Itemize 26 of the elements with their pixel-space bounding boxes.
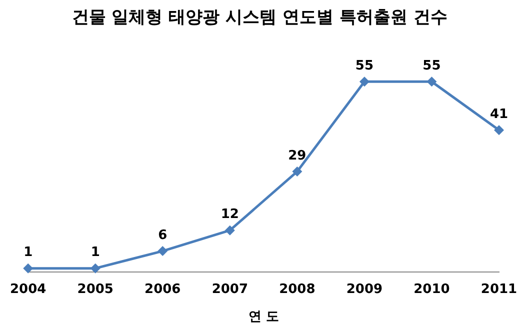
- point: [494, 125, 504, 136]
- point: [90, 263, 100, 274]
- x-tick-label: 2007: [212, 282, 248, 297]
- x-tick-label: 2006: [144, 282, 181, 297]
- x-axis-title: 연 도: [248, 310, 279, 325]
- x-tick-label: 2008: [279, 282, 316, 297]
- point: [292, 166, 302, 177]
- x-tick-label: 2011: [480, 282, 518, 297]
- data-label: 41: [490, 106, 508, 122]
- data-label: 12: [220, 207, 239, 222]
- data-label: 29: [288, 148, 306, 164]
- point: [426, 76, 437, 87]
- data-label: 6: [158, 228, 168, 243]
- data-label: 55: [355, 58, 374, 74]
- data-label: 1: [24, 245, 33, 260]
- point: [359, 76, 370, 87]
- chart-title: 건물 일체형 태양광 시스템 연도별 특허출원 건수: [72, 8, 448, 28]
- data-label: 55: [422, 58, 441, 74]
- x-tick-label: 2010: [414, 282, 450, 297]
- point: [224, 225, 235, 236]
- x-tick-label: 2004: [10, 282, 46, 297]
- point: [158, 246, 168, 256]
- data-label: 1: [90, 245, 100, 260]
- x-tick-label: 2009: [346, 282, 383, 297]
- x-tick-label: 2005: [77, 282, 114, 297]
- point: [23, 263, 34, 274]
